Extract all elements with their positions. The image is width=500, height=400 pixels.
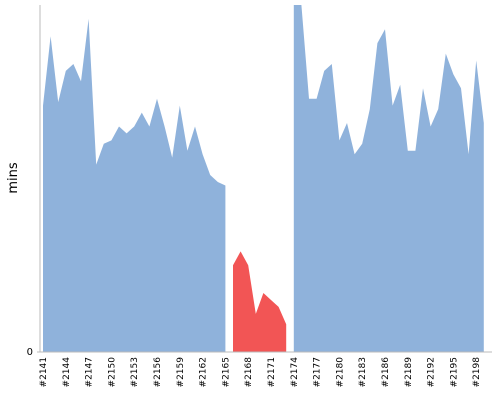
area xyxy=(43,18,226,352)
x-tick-label: #2180 xyxy=(335,357,345,388)
x-tick-label: #2198 xyxy=(472,357,482,388)
area xyxy=(233,251,287,352)
x-tick-label: #2144 xyxy=(62,357,72,388)
x-tick-label: #2159 xyxy=(176,357,186,388)
x-tick-label: #2162 xyxy=(199,357,209,387)
x-tick-label: #2150 xyxy=(107,357,117,388)
y-tick-label: 0 xyxy=(27,347,33,358)
x-tick-label: #2168 xyxy=(244,357,254,388)
area xyxy=(293,5,484,352)
x-tick-label: #2192 xyxy=(427,357,437,387)
y-axis-label: mins xyxy=(6,162,21,194)
x-tick-label: #2147 xyxy=(85,357,95,387)
x-tick-label: #2141 xyxy=(39,357,49,387)
x-tick-label: #2189 xyxy=(404,357,414,388)
x-tick-label: #2165 xyxy=(221,357,231,387)
x-tick-label: #2195 xyxy=(449,357,459,387)
x-tick-label: #2156 xyxy=(153,357,163,388)
x-tick-label: #2183 xyxy=(358,357,368,387)
x-tick-label: #2171 xyxy=(267,357,277,387)
x-tick-label: #2186 xyxy=(381,357,391,388)
x-tick-label: #2177 xyxy=(313,357,323,387)
x-tick-label: #2153 xyxy=(130,357,140,387)
x-tick-label: #2174 xyxy=(290,357,300,388)
